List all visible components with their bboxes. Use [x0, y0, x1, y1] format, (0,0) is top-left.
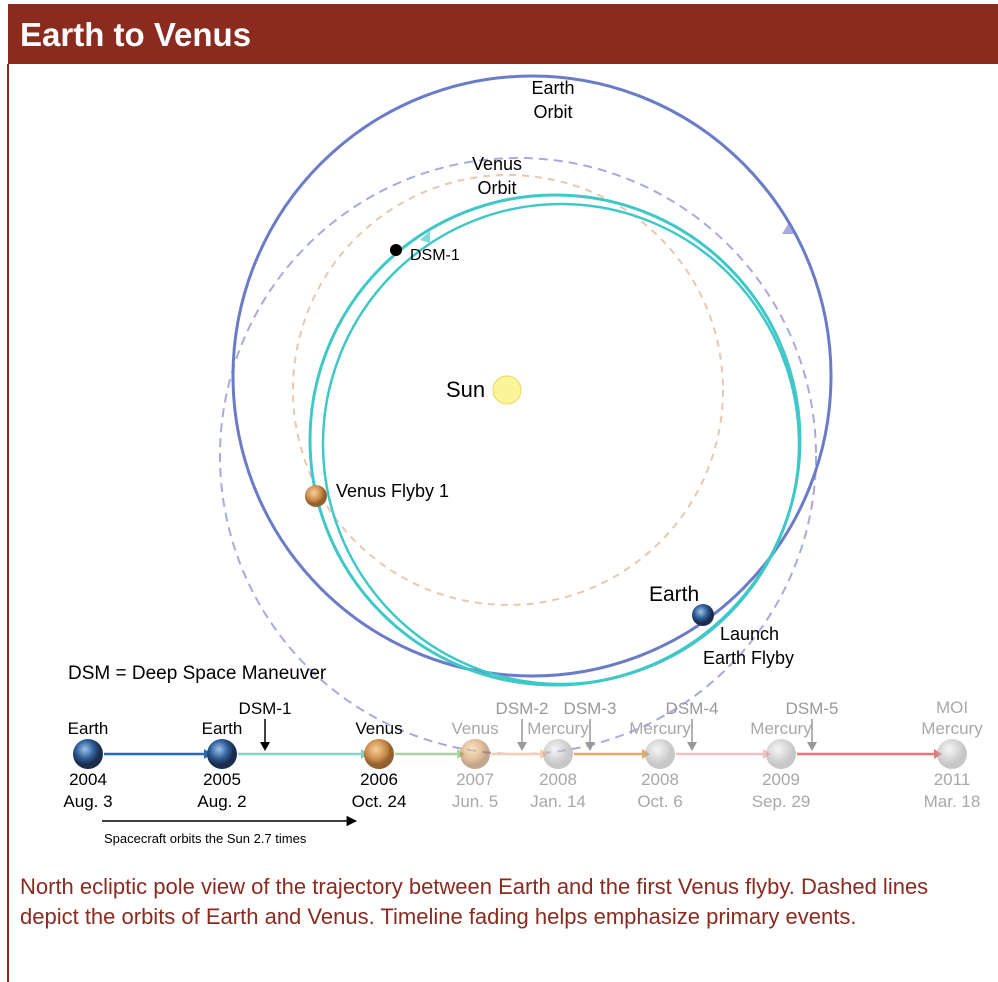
title: Earth to Venus [8, 4, 998, 66]
event-name: Mercury [527, 719, 589, 738]
dsm-label: DSM-1 [410, 247, 460, 264]
launch-label: Earth Flyby [703, 648, 794, 668]
venus-label: Venus Flyby 1 [336, 481, 449, 501]
earth [692, 604, 714, 626]
event-name: Earth [202, 719, 243, 738]
sun [493, 376, 521, 404]
frame-border [7, 64, 9, 982]
event-date: Aug. 3 [63, 792, 112, 811]
dsm-label: DSM-2 [496, 699, 549, 718]
event-name: Venus [451, 719, 498, 738]
event-icon [207, 739, 237, 769]
event-date: Aug. 2 [197, 792, 246, 811]
dsm-arrowhead [807, 742, 817, 751]
dsm-label: DSM-1 [239, 699, 292, 718]
trajectory [310, 195, 800, 685]
dsm-label: DSM-4 [666, 699, 719, 718]
event-year: 2007 [456, 770, 494, 789]
note-text: Spacecraft orbits the Sun 2.7 times [104, 831, 307, 846]
earth-orbit-label: Orbit [533, 102, 572, 122]
dsm-label: DSM-3 [564, 699, 617, 718]
event-name: Mercury [921, 719, 983, 738]
timeline: Spacecraft orbits the Sun 2.7 times Eart… [63, 698, 983, 846]
event-date: Oct. 24 [352, 792, 407, 811]
event-date: Jan. 14 [530, 792, 586, 811]
event-name: Earth [68, 719, 109, 738]
venus-orbit-label: Venus [472, 154, 522, 174]
launch-label: Launch [720, 624, 779, 644]
event-year: 2006 [360, 770, 398, 789]
event-name: MOI [936, 698, 968, 717]
page: {"header": {"title": "Earth to Venus"}, … [0, 0, 998, 982]
caption: North ecliptic pole view of the trajecto… [20, 872, 980, 932]
event-icon [73, 739, 103, 769]
legend-text: DSM = Deep Space Maneuver [68, 663, 327, 684]
orbit-labels: Earth Orbit Venus Orbit DSM-1 Sun Venus … [68, 78, 794, 684]
event-year: 2005 [203, 770, 241, 789]
header: Earth to Venus [8, 4, 998, 64]
event-icon [364, 739, 394, 769]
sun-label: Sun [446, 377, 485, 402]
event-name: Venus [355, 719, 402, 738]
event-year: 2009 [762, 770, 800, 789]
event-year: 2011 [934, 770, 971, 789]
event-date: Jun. 5 [452, 792, 498, 811]
event-icon [645, 739, 675, 769]
event-year: 2004 [69, 770, 107, 789]
event-year: 2008 [641, 770, 679, 789]
dsm-arrowhead [260, 742, 270, 751]
figure: Earth Orbit Venus Orbit DSM-1 Sun Venus … [10, 64, 998, 864]
event-name: Mercury [750, 719, 812, 738]
venus-orbit-label: Orbit [477, 178, 516, 198]
dsm-arrowhead [517, 742, 527, 751]
event-year: 2008 [539, 770, 577, 789]
earth-path [233, 76, 831, 676]
dsm-point [390, 244, 402, 256]
venus [305, 485, 327, 507]
dsm-label: DSM-5 [786, 699, 839, 718]
event-date: Sep. 29 [752, 792, 811, 811]
event-icon [766, 739, 796, 769]
event-icon [460, 739, 490, 769]
event-icon [543, 739, 573, 769]
event-date: Oct. 6 [637, 792, 682, 811]
earth-orbit-label: Earth [531, 78, 574, 98]
event-icon [937, 739, 967, 769]
event-date: Mar. 18 [924, 792, 981, 811]
event-name: Mercury [629, 719, 691, 738]
dsm-arrowhead [687, 742, 697, 751]
earth-label: Earth [649, 583, 699, 606]
